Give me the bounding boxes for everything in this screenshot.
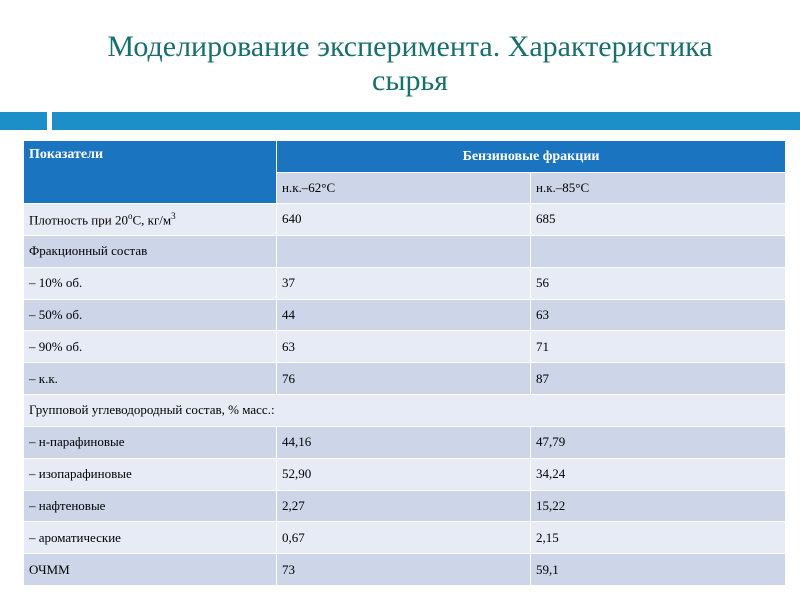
slide-title-line2: сырья xyxy=(372,64,448,97)
table-subheader-row: н.к.–62°С н.к.–85°С xyxy=(24,172,787,205)
row-value-1: 63 xyxy=(276,330,531,364)
table-row: – ароматические 0,67 2,15 xyxy=(23,521,787,555)
row-value-2: 15,22 xyxy=(529,489,787,523)
row-label: Фракционный состав xyxy=(23,234,277,268)
row-label: – 50% об. xyxy=(23,298,277,332)
row-value-2: 47,79 xyxy=(529,425,787,459)
feedstock-table: Показатели Бензиновые фракции н.к.–62°С … xyxy=(22,139,787,586)
row-label: – ароматические xyxy=(23,521,277,555)
table-row: – нафтеновые 2,27 15,22 xyxy=(23,489,787,523)
row-value-1: 640 xyxy=(276,203,531,236)
table-row: – к.к. 76 87 xyxy=(23,362,787,396)
row-value-1: 76 xyxy=(276,362,531,396)
header-indicators: Показатели xyxy=(23,139,277,205)
row-value-2: 2,15 xyxy=(529,521,787,555)
row-value-1: 0,67 xyxy=(276,521,531,555)
table-header-row: Показатели Бензиновые фракции xyxy=(23,139,787,205)
header-gasoline-fractions: Бензиновые фракции xyxy=(275,139,787,174)
row-value-2: 685 xyxy=(529,203,787,236)
row-value-1: 2,27 xyxy=(276,489,531,523)
row-label: Плотность при 20оС, кг/м3 xyxy=(23,203,277,236)
table-row: – 90% об. 63 71 xyxy=(23,330,787,364)
accent-bar-right xyxy=(52,112,800,130)
row-value-2 xyxy=(529,234,787,268)
row-value-2: 71 xyxy=(529,330,787,364)
row-label: – к.к. xyxy=(23,362,277,396)
row-value-1: 37 xyxy=(276,266,531,300)
row-value-2: 34,24 xyxy=(529,457,787,491)
table-row: – н-парафиновые 44,16 47,79 xyxy=(23,425,787,459)
table-row: – изопарафиновые 52,90 34,24 xyxy=(23,457,787,491)
row-label: – изопарафиновые xyxy=(23,457,277,491)
row-value-2: 87 xyxy=(529,362,787,396)
slide-title-line1: Моделирование эксперимента. Характеристи… xyxy=(107,30,713,63)
row-value-1: 44 xyxy=(276,298,531,332)
row-value-1: 73 xyxy=(276,553,531,586)
row-label: – 90% об. xyxy=(23,330,277,364)
table-row: – 10% об. 37 56 xyxy=(23,266,787,300)
table-row: Фракционный состав xyxy=(23,234,787,268)
table-row: Плотность при 20оС, кг/м3 640 685 xyxy=(23,203,787,236)
row-value-1: 52,90 xyxy=(276,457,531,491)
row-value-2: 56 xyxy=(529,266,787,300)
row-label: – н-парафиновые xyxy=(23,425,277,459)
row-label: – нафтеновые xyxy=(23,489,277,523)
group-composition-label: Групповой углеводородный состав, % масс.… xyxy=(22,394,787,427)
header-fraction-62: н.к.–62°С xyxy=(276,172,531,205)
table-row: ОЧММ 73 59,1 xyxy=(23,553,787,586)
row-label: – 10% об. xyxy=(23,266,277,300)
row-value-2: 59,1 xyxy=(529,553,787,586)
accent-bar-left xyxy=(0,112,47,130)
row-value-2: 63 xyxy=(529,298,787,332)
slide-title: Моделирование эксперимента. Характеристи… xyxy=(60,30,760,98)
row-value-1 xyxy=(276,234,531,268)
row-label: ОЧММ xyxy=(23,553,277,586)
row-value-1: 44,16 xyxy=(276,425,531,459)
table-row: – 50% об. 44 63 xyxy=(23,298,787,332)
table-row-group-composition: Групповой углеводородный состав, % масс.… xyxy=(22,394,787,427)
header-fraction-85: н.к.–85°С xyxy=(529,172,787,205)
